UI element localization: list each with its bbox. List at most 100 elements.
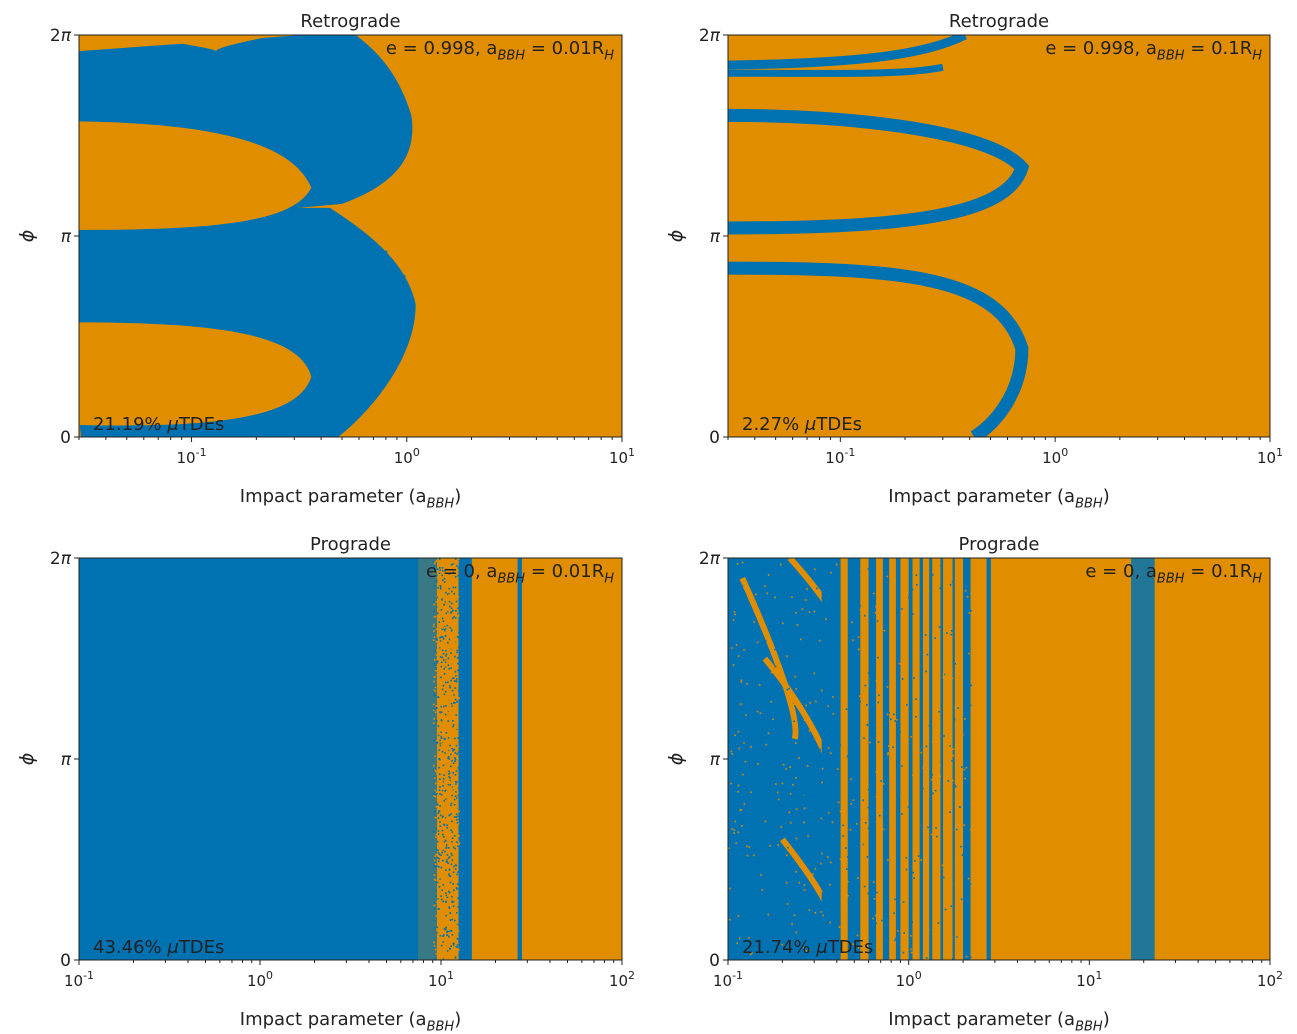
scatter-point xyxy=(453,563,456,566)
scatter-point xyxy=(450,867,452,869)
scatter-point xyxy=(777,844,780,846)
scatter-point xyxy=(436,612,439,615)
scatter-point xyxy=(957,636,960,638)
scatter-point xyxy=(455,744,458,747)
x-axis-label: Impact parameter (aBBH) xyxy=(240,1009,461,1034)
scatter-point xyxy=(947,823,950,826)
scatter-point xyxy=(433,693,435,696)
scatter-point xyxy=(452,679,455,681)
scatter-point xyxy=(819,748,821,751)
scatter-point xyxy=(433,676,436,678)
scatter-point xyxy=(839,810,842,813)
scatter-point xyxy=(873,897,876,900)
scatter-point xyxy=(450,802,453,805)
scatter-point xyxy=(449,912,451,915)
scatter-point xyxy=(853,894,856,896)
scatter-point xyxy=(967,877,970,880)
scatter-point xyxy=(451,895,453,898)
scatter-point xyxy=(886,575,889,578)
scatter-point xyxy=(942,673,945,676)
scatter-point xyxy=(912,826,915,829)
scatter-point xyxy=(440,793,443,796)
scatter-point xyxy=(906,747,909,750)
scatter-point xyxy=(455,714,458,716)
scatter-point xyxy=(452,586,455,589)
scatter-point xyxy=(897,930,899,932)
scatter-point xyxy=(438,789,441,792)
scatter-point xyxy=(949,584,952,586)
scatter-point xyxy=(450,585,453,588)
scatter-point xyxy=(920,751,923,754)
scatter-point xyxy=(945,941,948,943)
mutde-band xyxy=(952,558,955,960)
scatter-point xyxy=(882,920,885,923)
scatter-point xyxy=(443,741,445,744)
scatter-point xyxy=(447,768,450,771)
scatter-point xyxy=(451,901,453,903)
scatter-point xyxy=(436,928,438,930)
scatter-point xyxy=(454,947,457,950)
scatter-point xyxy=(794,956,796,958)
scatter-point xyxy=(451,617,454,620)
scatter-point xyxy=(887,745,890,747)
scatter-point xyxy=(457,613,459,615)
scatter-point xyxy=(440,901,443,903)
scatter-point xyxy=(741,825,743,827)
scatter-point xyxy=(446,593,449,595)
scatter-point xyxy=(445,869,447,872)
scatter-point xyxy=(910,951,913,954)
scatter-point xyxy=(927,593,929,596)
scatter-point xyxy=(454,667,456,670)
scatter-point xyxy=(438,732,441,735)
scatter-point xyxy=(795,808,798,810)
scatter-point xyxy=(883,629,886,632)
scatter-point xyxy=(447,608,449,611)
scatter-point xyxy=(445,844,448,846)
scatter-point xyxy=(876,891,878,894)
scatter-point xyxy=(445,785,447,787)
scatter-point xyxy=(886,815,889,818)
scatter-point xyxy=(435,628,438,631)
scatter-point xyxy=(452,725,454,728)
scatter-point xyxy=(445,923,447,925)
scatter-point xyxy=(433,717,436,720)
scatter-point xyxy=(902,764,904,766)
scatter-point xyxy=(445,926,447,929)
scatter-point xyxy=(434,711,437,714)
scatter-point xyxy=(946,647,949,650)
scatter-point xyxy=(450,774,453,777)
scatter-point xyxy=(910,745,913,747)
scatter-point xyxy=(820,911,823,913)
scatter-point xyxy=(832,696,834,698)
scatter-point xyxy=(852,635,854,638)
scatter-point xyxy=(957,590,960,593)
scatter-point xyxy=(923,956,926,958)
scatter-point xyxy=(441,781,443,784)
scatter-point xyxy=(745,898,748,901)
scatter-point xyxy=(782,846,785,849)
scatter-point xyxy=(449,777,451,779)
scatter-point xyxy=(904,819,906,822)
scatter-point xyxy=(450,863,453,866)
scatter-point xyxy=(762,669,765,671)
scatter-point xyxy=(457,721,459,723)
scatter-point xyxy=(436,608,439,611)
scatter-point xyxy=(442,934,445,936)
scatter-point xyxy=(927,826,929,829)
scatter-point xyxy=(442,849,444,852)
scatter-point xyxy=(740,809,743,811)
scatter-point xyxy=(752,854,755,857)
scatter-point xyxy=(818,639,821,642)
scatter-point xyxy=(801,922,803,925)
scatter-point xyxy=(874,910,876,913)
scatter-point xyxy=(801,778,804,781)
scatter-point xyxy=(442,755,444,758)
scatter-point xyxy=(960,845,962,848)
scatter-point xyxy=(450,808,453,811)
scatter-point xyxy=(803,719,806,721)
scatter-point xyxy=(448,869,451,871)
scatter-point xyxy=(458,888,460,890)
scatter-point xyxy=(456,815,459,818)
scatter-point xyxy=(449,784,452,786)
scatter-point xyxy=(452,651,455,654)
